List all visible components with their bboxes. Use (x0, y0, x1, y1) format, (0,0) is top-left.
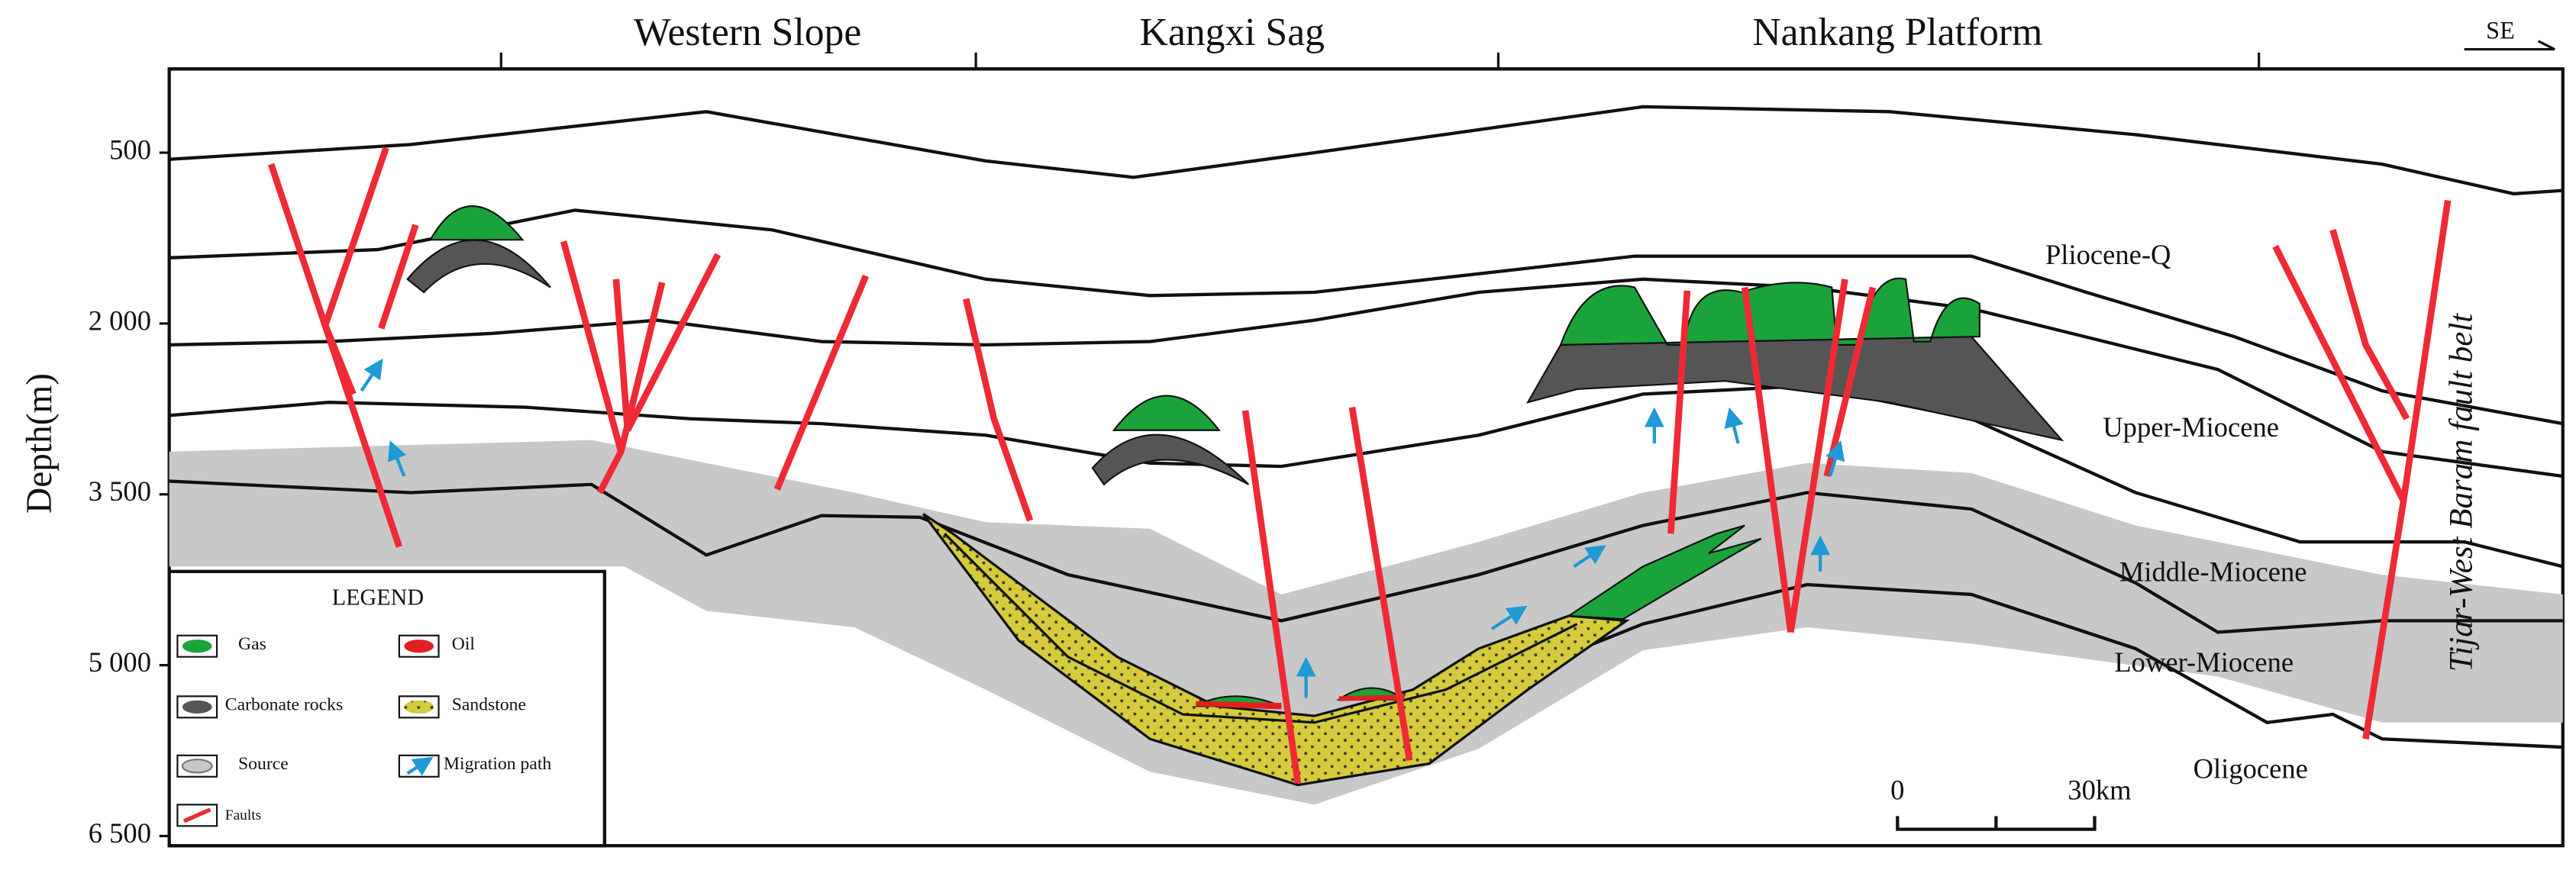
axis-title: Depth(m) (20, 373, 60, 514)
arrow (1724, 407, 1744, 444)
legend-label: Source (238, 754, 289, 774)
scale-bar: 0 30km (1890, 775, 2132, 831)
formation-label: Upper-Miocene (2103, 411, 2279, 443)
y-tick-label: 500 (109, 134, 151, 165)
direction-label: SE (2486, 16, 2515, 44)
horizon (169, 105, 2563, 196)
fault (2400, 199, 2452, 501)
legend-label: Carbonate rocks (225, 695, 343, 715)
source-rock (169, 440, 2563, 805)
arrow (1825, 440, 1845, 477)
legend: LEGEND Gas Oil Carbonate rocks Sandstone… (167, 569, 607, 848)
fault (773, 274, 869, 491)
direction-arrow (2464, 40, 2555, 51)
horizon (169, 208, 2564, 426)
arrow (388, 440, 407, 477)
formation-label: Lower-Miocene (2114, 646, 2294, 678)
legend-label: Gas (238, 634, 266, 654)
legend-icon (182, 700, 212, 714)
depth-axis: 500 2 000 3 500 5 000 6 500 (89, 134, 169, 849)
legend-title: LEGEND (332, 584, 424, 610)
carbonate (406, 239, 551, 294)
legend-icon (181, 759, 213, 774)
arrow (1490, 605, 1528, 630)
region-label: Kangxi Sag (1140, 11, 1325, 54)
scale-label: 0 (1890, 775, 1904, 806)
y-tick-label: 2 000 (89, 304, 151, 336)
formation-label: Oligocene (2193, 753, 2308, 785)
gas (1566, 524, 1762, 620)
fault (1741, 286, 1794, 633)
fault (1348, 406, 1413, 761)
fault (1241, 410, 1302, 784)
y-tick-label: 5 000 (89, 646, 151, 678)
arrow (360, 358, 383, 392)
legend-label: Sandstone (452, 695, 526, 715)
region-label: Nankang Platform (1752, 11, 2042, 54)
legend-label: Migration path (444, 754, 551, 774)
gas (1559, 277, 1980, 346)
fault (2329, 229, 2410, 420)
horizon (169, 277, 2564, 478)
legend-label: Oil (452, 634, 476, 654)
legend-icon (404, 640, 434, 653)
fault (560, 240, 625, 453)
horizon (944, 533, 1578, 724)
fault (596, 282, 666, 495)
fault (963, 298, 1034, 522)
fault (1667, 290, 1691, 534)
fault (1787, 279, 1848, 633)
scale-label: 30km (2068, 775, 2131, 806)
fault (321, 147, 389, 396)
fault (612, 279, 631, 431)
gas (428, 205, 525, 241)
fault (378, 224, 419, 330)
fault-belt-label: Tijar-West Baram fault belt (2444, 313, 2480, 672)
legend-icon (404, 700, 434, 714)
legend-box (167, 569, 607, 848)
formation-label: Middle-Miocene (2119, 556, 2307, 588)
legend-icon (182, 640, 212, 653)
legend-icon (182, 807, 211, 823)
legend-icon (406, 756, 434, 776)
region-dividers (499, 52, 2261, 69)
carbonate (1091, 433, 1250, 486)
gas (1112, 395, 1221, 431)
fault (625, 253, 721, 432)
migration-paths (360, 358, 1845, 698)
y-tick-label: 3 500 (89, 475, 151, 507)
arrow (1573, 545, 1606, 569)
sandstone (922, 513, 1630, 787)
legend-label: Faults (225, 807, 261, 823)
region-label: Western Slope (634, 11, 861, 54)
y-tick-label: 6 500 (89, 817, 151, 849)
oil (1196, 694, 1405, 710)
formation-label: Pliocene-Q (2045, 239, 2171, 270)
